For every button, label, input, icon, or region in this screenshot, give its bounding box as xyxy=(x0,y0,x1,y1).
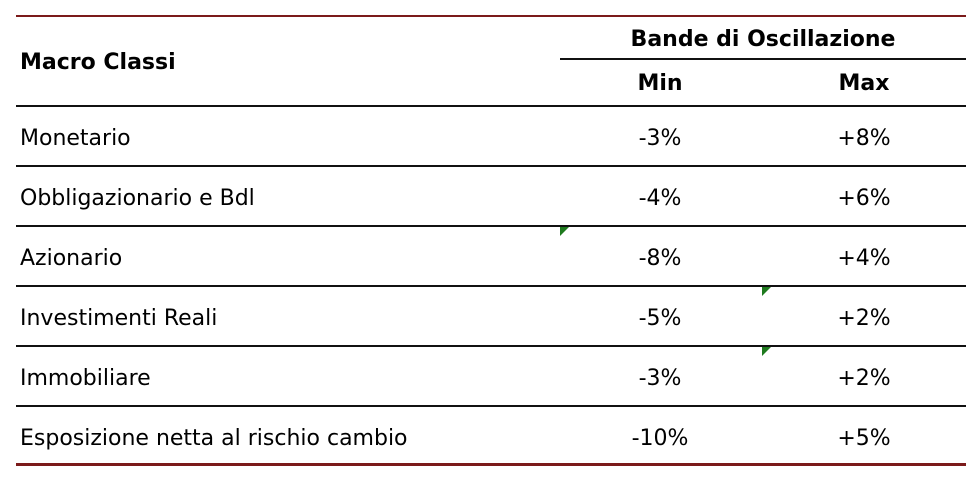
row-max: +2% xyxy=(837,366,891,391)
header-group-rule xyxy=(560,58,966,60)
row-divider xyxy=(16,405,966,407)
header-bande-di-oscillazione: Bande di Oscillazione xyxy=(630,27,896,52)
table-top-rule xyxy=(16,15,966,17)
row-name: Azionario xyxy=(20,246,123,271)
row-min: -10% xyxy=(631,426,689,451)
row-name: Monetario xyxy=(20,126,131,151)
row-divider xyxy=(16,165,966,167)
row-min: -8% xyxy=(638,246,682,271)
row-name: Immobiliare xyxy=(20,366,151,391)
table-bottom-rule xyxy=(16,463,966,466)
row-min: -3% xyxy=(638,366,682,391)
row-min: -4% xyxy=(638,186,682,211)
row-divider xyxy=(16,345,966,347)
row-max: +6% xyxy=(837,186,891,211)
header-macro-classi: Macro Classi xyxy=(20,50,176,75)
row-min: -3% xyxy=(638,126,682,151)
comment-marker-icon xyxy=(762,287,771,296)
row-name: Obbligazionario e Bdl xyxy=(20,186,255,211)
row-name: Investimenti Reali xyxy=(20,306,218,331)
row-max: +8% xyxy=(837,126,891,151)
header-min: Min xyxy=(637,71,683,96)
header-bottom-rule xyxy=(16,105,966,107)
comment-marker-icon xyxy=(762,347,771,356)
row-divider xyxy=(16,285,966,287)
comment-marker-icon xyxy=(560,227,569,236)
row-name: Esposizione netta al rischio cambio xyxy=(20,426,408,451)
header-max: Max xyxy=(838,71,890,96)
row-min: -5% xyxy=(638,306,682,331)
row-max: +2% xyxy=(837,306,891,331)
row-max: +4% xyxy=(837,246,891,271)
row-max: +5% xyxy=(837,426,891,451)
row-divider xyxy=(16,225,966,227)
